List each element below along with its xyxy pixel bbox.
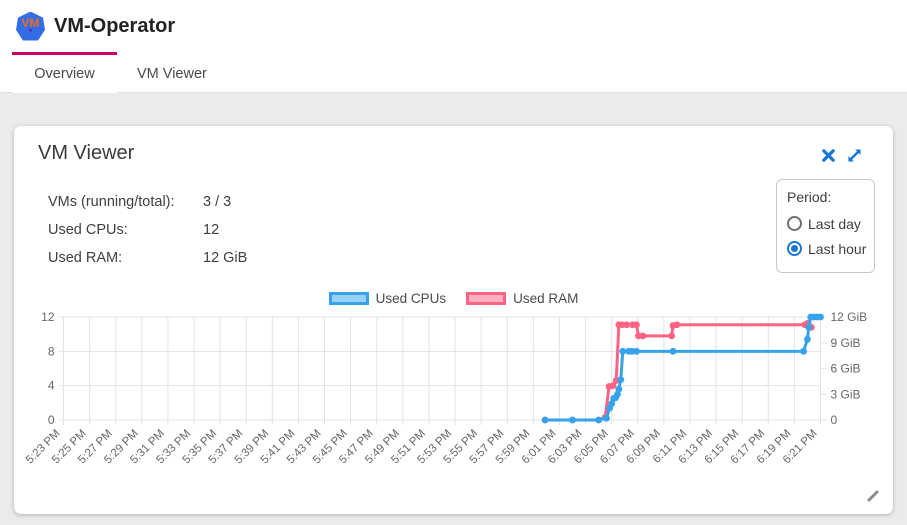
stat-label-ram: Used RAM: bbox=[48, 250, 123, 266]
legend-label-used-cpus: Used CPUs bbox=[375, 291, 447, 306]
svg-text:12: 12 bbox=[41, 310, 55, 324]
svg-text:12 GiB: 12 GiB bbox=[831, 310, 868, 324]
stat-label-cpus: Used CPUs: bbox=[48, 222, 128, 238]
svg-text:9 GiB: 9 GiB bbox=[831, 336, 861, 350]
vm-stats: VMs (running/total): 3 / 3 Used CPUs: 12… bbox=[48, 188, 247, 272]
tab-vm-viewer[interactable]: VM Viewer bbox=[117, 52, 227, 92]
tab-vm-viewer-label: VM Viewer bbox=[137, 65, 207, 82]
stat-value-cpus: 12 bbox=[203, 222, 220, 238]
legend-label-used-ram: Used RAM bbox=[513, 291, 579, 306]
radio-last-day[interactable] bbox=[787, 216, 802, 231]
tab-overview[interactable]: Overview bbox=[12, 52, 117, 93]
tab-bar: Overview VM Viewer bbox=[0, 52, 907, 93]
stat-row-cpus: Used CPUs: 12 bbox=[48, 216, 247, 244]
svg-text:0: 0 bbox=[831, 413, 838, 427]
svg-text:6 GiB: 6 GiB bbox=[831, 362, 861, 376]
app-title: VM-Operator bbox=[54, 14, 176, 37]
vm-viewer-panel: VM Viewer VMs (running/total): 3 / 3 bbox=[14, 126, 893, 514]
logo-chevron-icon: ▼ bbox=[27, 27, 34, 35]
radio-last-day-label: Last day bbox=[808, 215, 861, 232]
expand-icon bbox=[847, 148, 861, 162]
page-content: VM Viewer VMs (running/total): 3 / 3 bbox=[0, 93, 907, 525]
svg-text:8: 8 bbox=[48, 344, 55, 358]
tab-overview-label: Overview bbox=[34, 66, 95, 82]
svg-text:0: 0 bbox=[48, 413, 55, 427]
stat-value-vms: 3 / 3 bbox=[203, 194, 232, 210]
stat-label-vms: VMs (running/total): bbox=[48, 194, 175, 210]
logo-vm-text: VM bbox=[21, 15, 40, 30]
period-option-last-day[interactable]: Last day bbox=[787, 211, 874, 236]
svg-text:4: 4 bbox=[48, 379, 55, 393]
period-option-last-hour[interactable]: Last hour bbox=[787, 236, 874, 261]
radio-last-hour-label: Last hour bbox=[808, 240, 867, 257]
app-logo-icon: VM ▼ bbox=[16, 11, 45, 41]
close-panel-button[interactable] bbox=[819, 146, 837, 164]
resize-handle-icon[interactable] bbox=[865, 488, 881, 504]
stat-row-ram: Used RAM: 12 GiB bbox=[48, 244, 247, 272]
period-selector: Period: Last day Last hour bbox=[776, 179, 875, 273]
legend-item-used-ram[interactable]: Used RAM bbox=[466, 291, 578, 306]
stat-value-ram: 12 GiB bbox=[203, 250, 248, 266]
period-label: Period: bbox=[787, 189, 832, 205]
legend-item-used-cpus[interactable]: Used CPUs bbox=[328, 291, 447, 306]
radio-last-hour[interactable] bbox=[787, 241, 802, 256]
app-header: VM ▼ VM-Operator bbox=[0, 0, 907, 52]
chart-legend: Used CPUs Used RAM bbox=[14, 291, 893, 306]
panel-title: VM Viewer bbox=[38, 142, 135, 164]
svg-text:3 GiB: 3 GiB bbox=[831, 387, 861, 401]
maximize-panel-button[interactable] bbox=[845, 146, 863, 164]
usage-chart[interactable]: 5:23 PM5:25 PM5:27 PM5:29 PM5:31 PM5:33 … bbox=[14, 309, 893, 509]
stat-row-vms: VMs (running/total): 3 / 3 bbox=[48, 188, 247, 216]
legend-swatch-used-ram bbox=[466, 292, 507, 305]
close-icon bbox=[821, 148, 835, 162]
legend-swatch-used-cpus bbox=[328, 292, 369, 305]
